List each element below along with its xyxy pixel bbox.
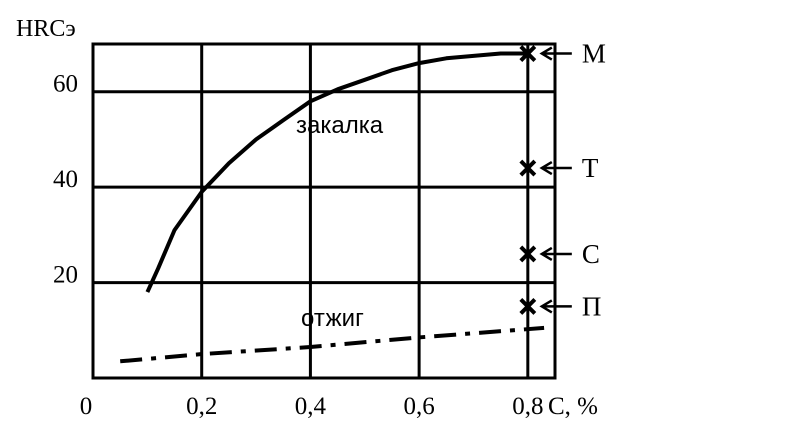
point-marker-1 [519, 159, 537, 177]
x-axis-label: С, % [548, 393, 598, 420]
series-label-0: закалка [296, 112, 384, 139]
x-tick-label-1: 0,2 [186, 393, 217, 420]
marker-layer: М Т СП [519, 39, 606, 321]
y-tick-label-1: 40 [53, 166, 78, 193]
point-marker-0 [519, 45, 537, 62]
point-arrow-1 [539, 160, 572, 176]
point-arrow-3 [539, 299, 572, 314]
point-marker-3 [519, 298, 537, 315]
point-arrow-0 [539, 46, 572, 61]
point-arrow-2 [539, 246, 572, 262]
x-tick-label-3: 0,6 [403, 393, 434, 420]
x-tick-labels: 0 0,2 0,4 0,6 0,8 [80, 393, 544, 420]
point-label-1: Т [582, 153, 599, 183]
point-marker-2 [519, 245, 537, 263]
point-label-2: С [582, 239, 600, 269]
x-tick-label-4: 0,8 [512, 393, 543, 420]
x-tick-label-0: 0 [80, 393, 93, 420]
y-tick-label-0: 20 [53, 262, 78, 289]
y-tick-label-2: 60 [53, 71, 78, 98]
y-tick-labels: 20 40 60 [53, 71, 78, 289]
point-label-3: П [582, 291, 602, 321]
series-layer: закалка отжиг [120, 51, 545, 364]
series-line-0 [145, 51, 528, 293]
series-label-1: отжиг [301, 305, 364, 332]
x-tick-label-2: 0,4 [295, 393, 327, 420]
series-line-1 [120, 325, 545, 364]
y-axis-label: HRCэ [16, 16, 76, 42]
point-label-0: М [582, 39, 606, 69]
plot-frame [91, 42, 557, 380]
